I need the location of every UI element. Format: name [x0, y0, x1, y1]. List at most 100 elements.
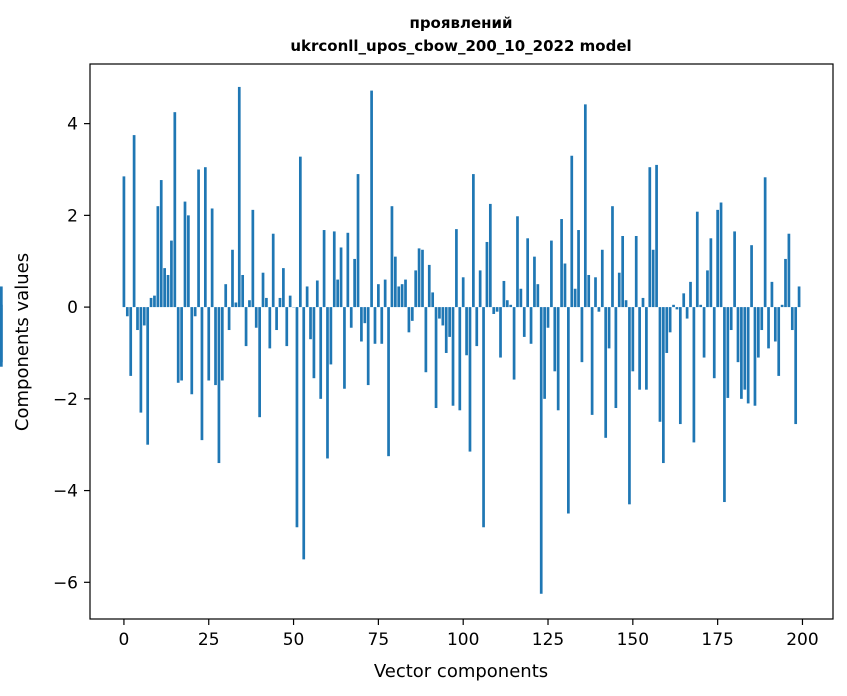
bar-component-23	[200, 307, 204, 441]
bar-component-193	[777, 307, 781, 376]
y-axis: 4 2 0 −2 −4 −6	[53, 115, 90, 593]
bar-component-157	[655, 164, 658, 308]
bar-component-186	[753, 307, 757, 406]
bar-component-127	[553, 307, 557, 372]
bar-component-114	[509, 304, 513, 308]
bar-component-156	[651, 249, 655, 308]
bar-component-159	[662, 307, 665, 464]
x-axis: 0 25 50 75 100 125 150 175 200	[119, 619, 819, 650]
bar-component-15	[173, 112, 177, 308]
bar-component-73	[370, 90, 373, 308]
bar-component-44	[271, 233, 275, 308]
chart-title-line2: ukrconll_upos_cbow_200_10_2022 model	[290, 37, 631, 55]
bar-component-161	[668, 307, 672, 333]
bar-component-110	[495, 307, 499, 312]
bar-component-105	[478, 270, 482, 308]
bar-component-87	[417, 248, 421, 308]
bar-component-139	[594, 277, 597, 308]
bar-component-109	[492, 307, 496, 314]
bar-component-148	[624, 300, 628, 308]
bar-component-168	[692, 307, 696, 443]
bar-component-151	[634, 236, 638, 308]
bar-component-24	[203, 167, 207, 308]
bar-component-155	[648, 167, 652, 308]
bar-component-29	[220, 307, 224, 381]
bar-component-70	[360, 307, 363, 342]
bar-component-106	[482, 307, 485, 528]
bar-component-123	[539, 307, 543, 594]
plot-frame	[89, 63, 834, 620]
bar-component-169	[695, 211, 699, 308]
bar-component-175	[716, 209, 719, 308]
y-tick-label: 0	[67, 298, 78, 318]
bar-component-25	[207, 307, 211, 381]
bar-component-191	[770, 281, 774, 308]
bar-component-182	[740, 307, 743, 399]
bar-component-92	[434, 307, 438, 409]
bars-layer	[0, 86, 801, 594]
bar-component-189	[763, 177, 767, 308]
bar-component-36	[244, 307, 248, 347]
bar-component-138	[590, 307, 594, 415]
bar-component-62	[332, 231, 336, 308]
bar-component-177	[723, 307, 726, 503]
bar-component-42	[265, 297, 268, 308]
bar-component-165	[682, 293, 686, 308]
x-tick-label: 75	[368, 630, 390, 650]
bar-component-173	[709, 238, 713, 308]
bar-component-195	[784, 258, 787, 308]
bar-component-66	[346, 232, 350, 308]
bar-component-197	[790, 307, 794, 331]
bar-component-60	[326, 307, 329, 459]
bar-component-125	[546, 307, 550, 328]
bar-component-81	[397, 286, 401, 308]
bar-component-58	[319, 307, 323, 399]
bar-component-108	[488, 203, 492, 308]
bar-component-54	[305, 286, 309, 308]
bar-component-132	[570, 155, 574, 308]
bar-component-131	[567, 307, 570, 514]
y-tick-label: −4	[53, 482, 78, 502]
bar-component-115	[512, 307, 516, 380]
bar-component-75	[377, 284, 380, 308]
bar-component-78	[387, 307, 390, 457]
x-axis-label: Vector components	[374, 661, 548, 682]
bar-component-41	[261, 272, 265, 308]
bar-component-120	[529, 307, 533, 344]
bar-component-12	[163, 268, 166, 308]
bar-component-84	[407, 307, 411, 333]
bar-component-63	[336, 279, 340, 308]
bar-component-117	[519, 288, 523, 308]
bar-component-43	[268, 307, 272, 349]
bar-component-2	[129, 307, 133, 376]
bar-component-194	[780, 304, 784, 308]
bar-component-185	[750, 245, 753, 308]
bar-component-undefined	[0, 286, 3, 308]
bar-component-174	[712, 307, 716, 379]
bar-component-144	[611, 206, 614, 308]
bar-component-47	[282, 268, 285, 308]
bar-component-11	[159, 180, 163, 308]
bar-component-158	[658, 307, 662, 422]
bar-component-53	[302, 307, 306, 560]
bar-component-45	[275, 307, 278, 331]
bar-component-7	[146, 307, 150, 445]
bar-component-160	[665, 307, 669, 353]
bar-component-196	[787, 233, 791, 308]
bar-component-137	[587, 274, 591, 308]
bar-component-3	[132, 135, 136, 308]
bar-component-20	[190, 307, 194, 395]
bar-component-83	[404, 279, 407, 308]
bar-component-172	[706, 270, 709, 308]
bar-component-149	[628, 307, 631, 505]
bar-component-143	[607, 307, 611, 349]
bar-component-27	[214, 307, 217, 386]
bar-component-122	[536, 284, 540, 308]
x-tick-label: 175	[701, 630, 733, 650]
bar-component-22	[197, 169, 200, 308]
bar-component-128	[556, 307, 560, 411]
bar-component-152	[638, 307, 641, 390]
bar-component-146	[617, 272, 621, 308]
